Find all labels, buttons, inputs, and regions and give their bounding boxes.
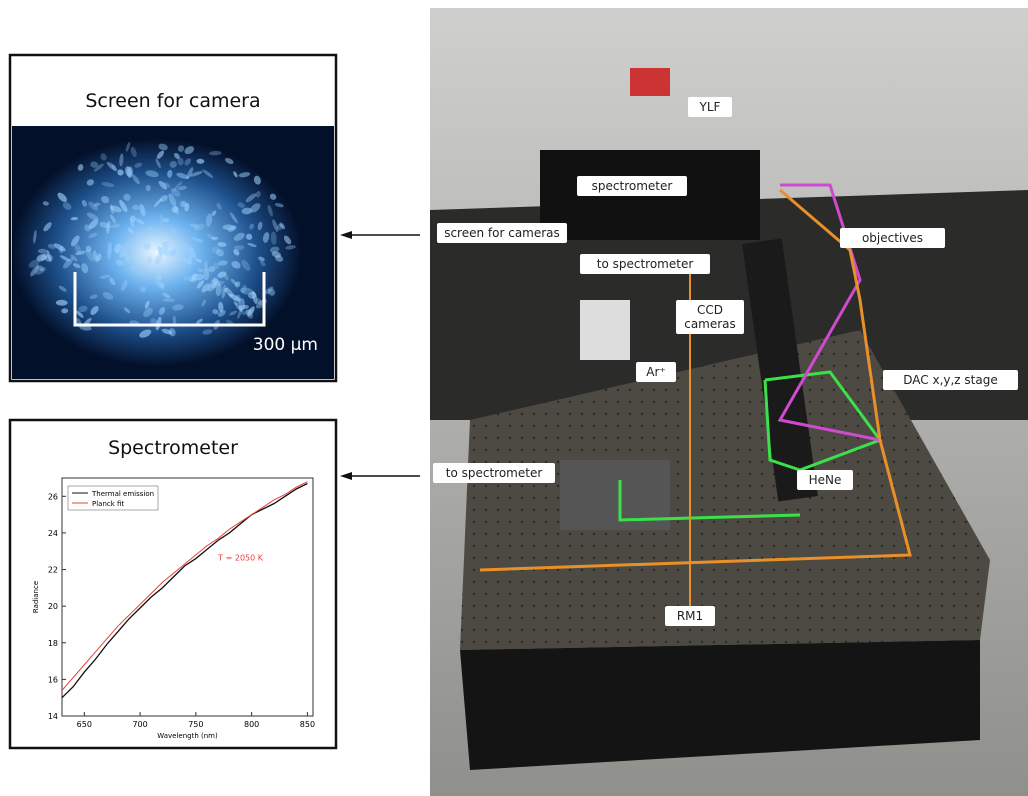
y-tick-label: 14 [48, 712, 58, 721]
annotation: T = 2050 K [217, 553, 264, 562]
photo-label: screen for cameras [437, 223, 567, 243]
y-tick-label: 26 [48, 492, 58, 501]
x-tick-label: 800 [244, 720, 259, 729]
speckle-spot [61, 308, 68, 313]
y-tick-label: 24 [48, 529, 58, 538]
y-axis-label: Radiance [32, 581, 40, 613]
x-tick-label: 750 [188, 720, 203, 729]
y-tick-label: 20 [48, 602, 58, 611]
photo-label: Ar⁺ [636, 362, 676, 382]
legend-label: Thermal emission [91, 490, 154, 498]
x-tick-label: 650 [77, 720, 92, 729]
photo-label: HeNe [797, 470, 853, 490]
x-tick-label: 700 [132, 720, 147, 729]
arrowhead [340, 231, 352, 239]
photo-label: CCD cameras [676, 300, 744, 334]
scale-label: 300 μm [253, 335, 318, 355]
y-tick-label: 18 [48, 639, 58, 648]
photo-label: spectrometer [577, 176, 687, 196]
speckle-spot [163, 218, 169, 222]
speckle-spot [163, 298, 175, 302]
y-tick-label: 22 [48, 566, 58, 575]
photo-label: DAC x,y,z stage [883, 370, 1018, 390]
panel-title: Screen for camera [10, 90, 336, 112]
photo-label: YLF [688, 97, 732, 117]
panel-title: Spectrometer [10, 437, 336, 459]
photo-label: RM1 [665, 606, 715, 626]
photo-label: to spectrometer [433, 463, 555, 483]
ccd [580, 300, 630, 360]
arrowhead [340, 472, 352, 480]
y-tick-label: 16 [48, 675, 58, 684]
figure: 300 μm 650 700 750 800 850 14 16 18 20 22 24 26 Wave… [0, 0, 1028, 796]
photo-label: objectives [840, 228, 945, 248]
x-axis-label: Wavelength (nm) [157, 732, 218, 740]
figure-graphics: 300 μm 650 700 750 800 850 14 16 18 20 22 24 26 Wave… [0, 0, 1028, 796]
legend-label: Planck fit [92, 500, 124, 508]
photo-label: to spectrometer [580, 254, 710, 274]
x-tick-label: 850 [300, 720, 315, 729]
panel-frame [10, 420, 336, 748]
socket [630, 68, 670, 96]
